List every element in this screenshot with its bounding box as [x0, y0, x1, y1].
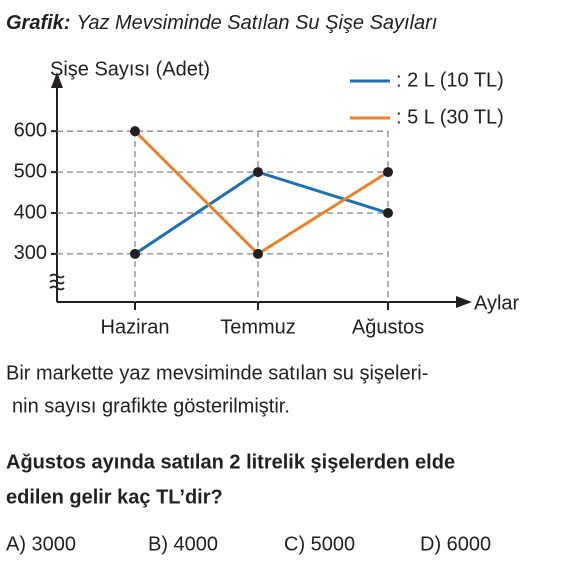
- option: C) 5000: [284, 533, 355, 555]
- option: A) 3000: [6, 533, 76, 555]
- axis-break: [49, 273, 65, 291]
- data-point: [253, 167, 263, 178]
- series-line: [133, 130, 389, 256]
- question-line: Ağustos ayında satılan 2 litrelik şişele…: [6, 451, 455, 473]
- data-point: [130, 126, 140, 137]
- title-text: Yaz Mevsiminde Satılan Su Şişe Sayıları: [76, 12, 437, 34]
- question-line: edilen gelir kaç TL’dir?: [6, 486, 223, 508]
- data-point: [383, 167, 393, 178]
- y-tick-label: 400: [14, 201, 47, 223]
- legend-label: : 5 L (30 TL): [396, 106, 504, 128]
- y-tick-label: 300: [14, 242, 47, 264]
- title-prefix: Grafik:: [6, 12, 70, 34]
- y-tick-label: 500: [14, 160, 47, 182]
- data-point: [130, 248, 140, 259]
- intro-line: Bir markette yaz mevsiminde satılan su ş…: [6, 362, 428, 384]
- data-point: [383, 208, 393, 218]
- legend-label: : 2 L (10 TL): [396, 69, 504, 91]
- x-tick-label: Ağustos: [352, 316, 424, 338]
- option: D) 6000: [420, 533, 491, 555]
- intro-line: nin sayısı grafikte gösterilmiştir.: [12, 395, 290, 417]
- chart-title: Grafik: Yaz Mevsiminde Satılan Su Şişe Sa…: [6, 12, 437, 34]
- x-axis-arrow: [456, 296, 472, 308]
- y-axis-arrow: [51, 72, 63, 88]
- option: B) 4000: [148, 533, 218, 555]
- y-tick-label: 600: [14, 119, 47, 141]
- data-point: [253, 248, 263, 259]
- x-tick-label: Temmuz: [220, 316, 296, 338]
- x-axis-label: Aylar: [474, 292, 520, 314]
- x-tick-label: Haziran: [101, 316, 170, 338]
- y-axis-label: Şişe Sayısı (Adet): [50, 58, 210, 80]
